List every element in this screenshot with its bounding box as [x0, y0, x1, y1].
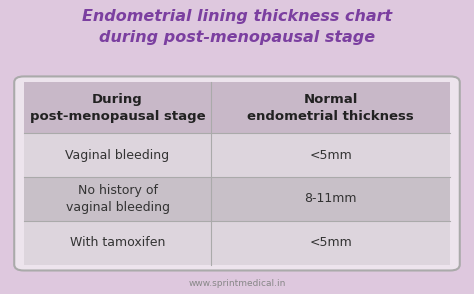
Text: With tamoxifen: With tamoxifen	[70, 236, 165, 249]
Text: During
post-menopausal stage: During post-menopausal stage	[30, 93, 205, 123]
Text: 8-11mm: 8-11mm	[305, 193, 357, 206]
Bar	[24, 133, 450, 177]
FancyBboxPatch shape	[14, 76, 460, 270]
Bar	[24, 82, 450, 133]
Text: <5mm: <5mm	[310, 236, 352, 249]
Text: <5mm: <5mm	[310, 149, 352, 162]
Bar	[24, 133, 450, 177]
Text: No history of
vaginal bleeding: No history of vaginal bleeding	[65, 184, 170, 214]
Bar	[24, 221, 450, 265]
Text: www.sprintmedical.in: www.sprintmedical.in	[188, 279, 286, 288]
Bar	[24, 82, 450, 133]
Text: Endometrial lining thickness chart
during post-menopausal stage: Endometrial lining thickness chart durin…	[82, 9, 392, 45]
Text: Vaginal bleeding: Vaginal bleeding	[65, 149, 170, 162]
Bar	[24, 177, 450, 221]
Bar	[24, 177, 450, 221]
Bar	[24, 221, 450, 265]
Text: Normal
endometrial thickness: Normal endometrial thickness	[247, 93, 414, 123]
